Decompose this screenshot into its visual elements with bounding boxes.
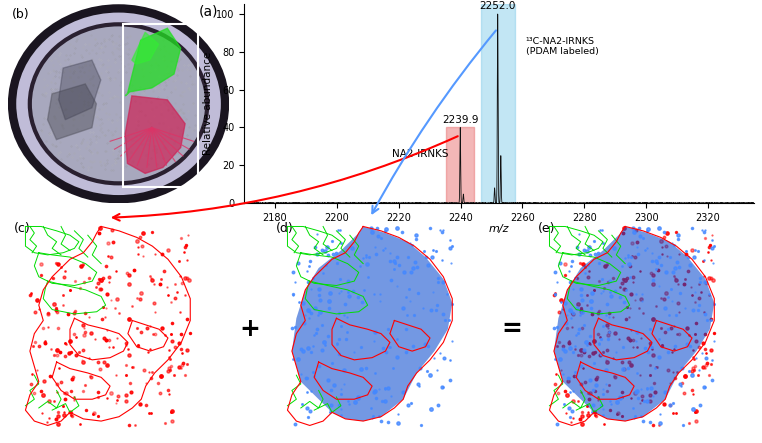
Text: 2239.9: 2239.9	[442, 115, 479, 124]
Text: (d): (d)	[277, 222, 294, 235]
Text: (c): (c)	[14, 222, 31, 235]
Y-axis label: Relative abundance: Relative abundance	[203, 52, 213, 155]
Polygon shape	[125, 96, 185, 173]
Circle shape	[12, 8, 225, 199]
Text: =: =	[501, 317, 523, 341]
Text: +: +	[239, 317, 261, 341]
Text: (e): (e)	[538, 222, 555, 235]
Text: NA2-IRNKS: NA2-IRNKS	[392, 149, 449, 159]
X-axis label: m/z: m/z	[489, 224, 510, 234]
Text: 2252.0: 2252.0	[479, 1, 516, 11]
Polygon shape	[292, 226, 453, 421]
Polygon shape	[47, 84, 96, 140]
Text: ¹³C-NA2-IRNKS
(PDAM labeled): ¹³C-NA2-IRNKS (PDAM labeled)	[526, 37, 598, 56]
Bar	[481, 4, 514, 203]
Circle shape	[30, 24, 207, 183]
Bar	[447, 128, 474, 203]
Text: (b): (b)	[12, 8, 30, 21]
Polygon shape	[132, 32, 158, 64]
Polygon shape	[125, 28, 181, 96]
Bar	[123, 24, 198, 187]
Text: (a): (a)	[199, 4, 219, 19]
Polygon shape	[59, 60, 101, 120]
Polygon shape	[554, 226, 714, 421]
